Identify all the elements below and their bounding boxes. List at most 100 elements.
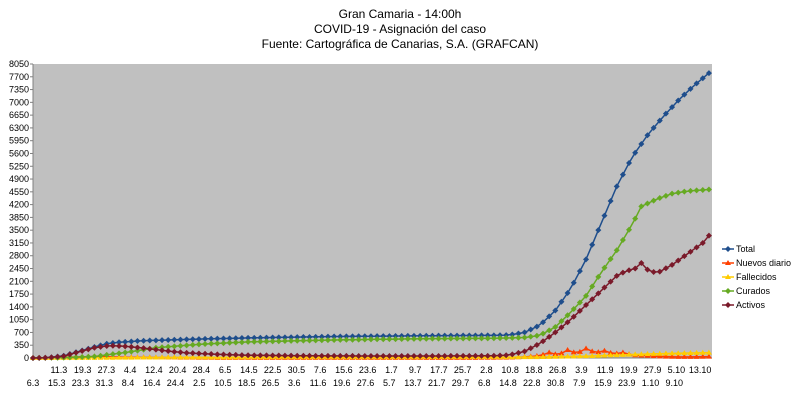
data-point-curados [626,226,633,233]
data-point-curados [490,335,497,342]
data-point-nuevos-diario [558,350,565,356]
x-tick-label-bottom: 5.7 [383,378,396,388]
data-point-total [644,132,651,139]
data-point-total [386,333,393,340]
data-point-total [251,334,258,341]
data-point-nuevos-diario [662,353,669,359]
data-point-total [275,334,282,341]
data-point-total [257,334,264,341]
data-point-total [521,329,528,336]
data-point-activos [699,239,706,246]
data-point-curados [165,343,172,350]
data-point-activos [632,265,639,272]
data-point-total [122,338,129,345]
x-tick-label-bottom: 1.10 [642,378,660,388]
data-point-curados [79,353,86,360]
data-point-activos [91,344,98,351]
data-point-total [324,333,331,340]
data-point-nuevos-diario [601,347,608,353]
data-point-activos [355,352,362,359]
data-point-activos [318,352,325,359]
legend-label-total: Total [736,244,755,254]
data-point-curados [601,264,608,271]
x-tick-label-top: 5.10 [668,365,686,375]
legend-label-activos: Activos [736,300,766,310]
data-point-curados [583,292,590,299]
data-point-activos [619,269,626,276]
data-point-total [398,332,405,339]
data-point-total [656,117,663,124]
data-point-total [705,70,712,77]
data-point-total [116,339,123,346]
legend-label-curados: Curados [736,286,771,296]
data-point-total [693,80,700,87]
data-point-curados [466,335,473,342]
data-point-total [189,336,196,343]
data-point-activos [288,352,295,359]
data-point-total [300,334,307,341]
data-point-activos [275,352,282,359]
data-point-curados [398,336,405,343]
data-point-curados [288,337,295,344]
y-tick-label: 6300 [9,123,29,133]
data-point-fallecidos [527,354,534,360]
data-point-nuevos-diario [681,353,688,359]
data-point-activos [552,329,559,336]
data-point-curados [423,335,430,342]
data-point-activos [441,352,448,359]
x-tick-label-top: 13.10 [689,365,712,375]
data-point-activos [687,248,694,255]
data-point-total [361,333,368,340]
data-point-total [331,333,338,340]
data-point-total [152,337,159,344]
data-point-fallecidos [195,354,202,360]
data-point-activos [662,265,669,272]
data-point-total [177,336,184,343]
data-point-total [558,298,565,305]
data-point-activos [361,352,368,359]
y-tick-label: 0 [24,353,29,363]
data-point-activos [693,244,700,251]
data-point-activos [644,266,651,273]
data-point-activos [435,352,442,359]
data-point-total [589,241,596,248]
data-point-activos [533,341,540,348]
data-point-fallecidos [595,352,602,358]
data-point-curados [226,339,233,346]
x-tick-label-bottom: 6.8 [478,378,491,388]
data-point-curados [128,348,135,355]
data-point-total [281,334,288,341]
data-point-curados [656,195,663,202]
data-point-activos [152,346,159,353]
x-tick-label-bottom: 9.10 [665,378,683,388]
y-tick-label: 2800 [9,251,29,261]
data-point-activos [343,352,350,359]
data-point-curados [331,337,338,344]
legend-marker-curados [725,288,731,294]
data-point-total [140,337,147,344]
x-tick-label-top: 7.6 [314,365,327,375]
data-point-curados [650,197,657,204]
data-point-curados [380,336,387,343]
data-point-total [195,336,202,343]
data-point-total [269,334,276,341]
data-point-fallecidos [546,353,553,359]
data-point-fallecidos [515,354,522,360]
data-point-activos [681,253,688,260]
x-tick-label-bottom: 14.8 [499,378,517,388]
data-point-activos [497,352,504,359]
data-point-activos [656,268,663,275]
data-point-activos [398,352,405,359]
data-point-total [337,333,344,340]
data-point-total [355,333,362,340]
data-point-total [546,313,553,320]
data-point-fallecidos [613,352,620,358]
data-point-activos [638,260,645,267]
data-point-activos [183,349,190,356]
x-tick-label-bottom: 11.6 [310,378,327,388]
data-point-nuevos-diario [570,349,577,355]
data-point-total [515,330,522,337]
y-tick-label: 700 [14,327,29,337]
data-point-curados [509,334,516,341]
data-point-nuevos-diario [669,353,676,359]
